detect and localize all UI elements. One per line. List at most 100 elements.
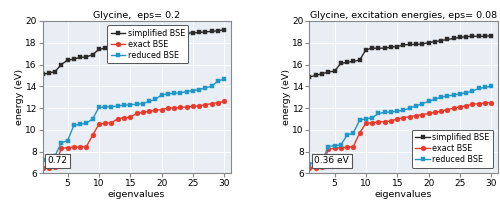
simplified BSE <box>96 48 102 51</box>
exact BSE <box>444 108 450 111</box>
Legend: simplified BSE, exact BSE, reduced BSE: simplified BSE, exact BSE, reduced BSE <box>107 25 188 63</box>
reduced BSE <box>407 107 413 109</box>
exact BSE <box>46 167 52 169</box>
exact BSE <box>64 146 70 149</box>
reduced BSE <box>58 142 64 144</box>
reduced BSE <box>158 94 164 96</box>
reduced BSE <box>394 110 400 113</box>
exact BSE <box>40 167 46 170</box>
reduced BSE <box>306 163 312 165</box>
exact BSE <box>134 112 140 115</box>
simplified BSE <box>178 32 184 34</box>
simplified BSE <box>432 40 438 43</box>
reduced BSE <box>382 111 388 114</box>
reduced BSE <box>71 124 77 127</box>
exact BSE <box>313 167 319 169</box>
exact BSE <box>102 122 108 125</box>
simplified BSE <box>71 58 77 60</box>
simplified BSE <box>114 47 120 49</box>
exact BSE <box>470 103 476 105</box>
simplified BSE <box>202 31 208 33</box>
reduced BSE <box>488 85 494 88</box>
reduced BSE <box>108 106 114 108</box>
reduced BSE <box>196 88 202 91</box>
simplified BSE <box>208 30 214 33</box>
Legend: simplified BSE, exact BSE, reduced BSE: simplified BSE, exact BSE, reduced BSE <box>412 130 493 168</box>
exact BSE <box>127 116 133 118</box>
X-axis label: eigenvalues: eigenvalues <box>375 190 432 199</box>
reduced BSE <box>376 112 382 115</box>
reduced BSE <box>190 89 196 92</box>
simplified BSE <box>108 47 114 49</box>
reduced BSE <box>319 160 325 163</box>
reduced BSE <box>413 105 419 107</box>
simplified BSE <box>90 54 96 56</box>
simplified BSE <box>426 42 432 44</box>
simplified BSE <box>382 47 388 49</box>
simplified BSE <box>77 56 83 59</box>
simplified BSE <box>196 31 202 34</box>
exact BSE <box>165 107 171 109</box>
reduced BSE <box>338 144 344 146</box>
exact BSE <box>344 146 350 148</box>
reduced BSE <box>326 145 332 148</box>
reduced BSE <box>96 106 102 109</box>
exact BSE <box>178 106 184 109</box>
exact BSE <box>171 107 177 109</box>
reduced BSE <box>102 106 108 108</box>
exact BSE <box>369 121 375 124</box>
simplified BSE <box>46 72 52 75</box>
reduced BSE <box>127 104 133 106</box>
Y-axis label: energy (eV): energy (eV) <box>15 69 24 125</box>
simplified BSE <box>482 35 488 37</box>
Title: Glycine, excitation energies, eps= 0.08: Glycine, excitation energies, eps= 0.08 <box>310 10 497 20</box>
simplified BSE <box>388 46 394 48</box>
simplified BSE <box>84 56 89 58</box>
reduced BSE <box>332 144 338 147</box>
reduced BSE <box>114 105 120 107</box>
exact BSE <box>184 106 190 108</box>
simplified BSE <box>319 72 325 75</box>
simplified BSE <box>184 32 190 34</box>
Title: Glycine,  eps= 0.2: Glycine, eps= 0.2 <box>93 10 180 20</box>
reduced BSE <box>171 92 177 94</box>
reduced BSE <box>476 87 482 90</box>
exact BSE <box>438 110 444 113</box>
reduced BSE <box>482 86 488 89</box>
simplified BSE <box>40 73 46 76</box>
exact BSE <box>426 112 432 115</box>
Line: simplified BSE: simplified BSE <box>307 33 494 79</box>
simplified BSE <box>444 38 450 41</box>
reduced BSE <box>40 159 46 161</box>
reduced BSE <box>146 100 152 103</box>
exact BSE <box>90 134 96 136</box>
reduced BSE <box>432 98 438 101</box>
exact BSE <box>457 106 463 108</box>
reduced BSE <box>356 119 362 121</box>
simplified BSE <box>326 71 332 73</box>
simplified BSE <box>463 35 469 38</box>
simplified BSE <box>457 36 463 39</box>
simplified BSE <box>356 59 362 61</box>
reduced BSE <box>134 103 140 105</box>
exact BSE <box>319 166 325 169</box>
Line: reduced BSE: reduced BSE <box>40 77 226 163</box>
simplified BSE <box>450 37 456 40</box>
exact BSE <box>432 111 438 114</box>
Text: 0.72: 0.72 <box>48 156 68 165</box>
exact BSE <box>196 105 202 107</box>
reduced BSE <box>363 118 369 120</box>
reduced BSE <box>344 134 350 136</box>
reduced BSE <box>388 110 394 113</box>
exact BSE <box>221 100 227 103</box>
simplified BSE <box>140 39 146 42</box>
Line: exact BSE: exact BSE <box>40 99 226 171</box>
reduced BSE <box>450 94 456 96</box>
simplified BSE <box>171 32 177 35</box>
simplified BSE <box>394 45 400 48</box>
exact BSE <box>215 101 221 104</box>
reduced BSE <box>313 161 319 164</box>
exact BSE <box>400 117 406 119</box>
reduced BSE <box>470 90 476 92</box>
reduced BSE <box>178 92 184 94</box>
